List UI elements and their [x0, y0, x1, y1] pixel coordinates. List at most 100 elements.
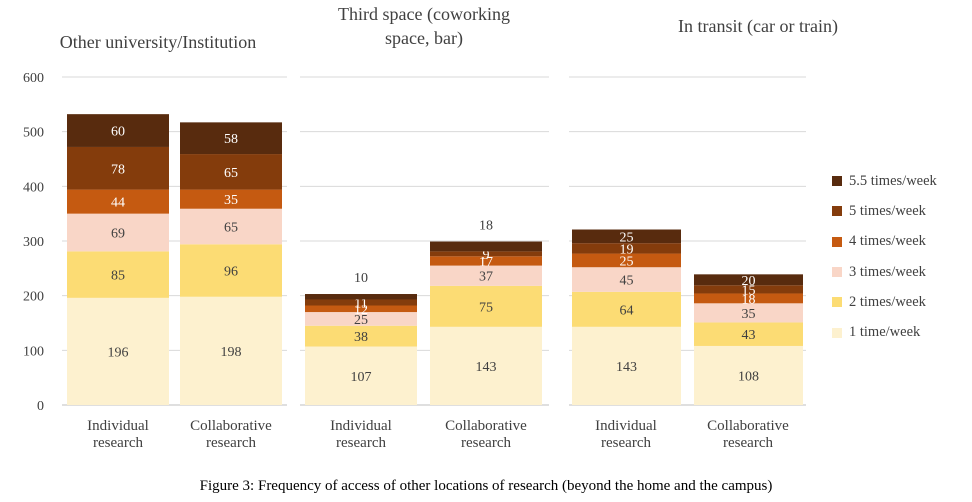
- bar-segment: [694, 293, 803, 304]
- bar-segment: [305, 299, 417, 306]
- y-tick-label: 600: [23, 71, 44, 86]
- legend-label: 4 times/week: [849, 233, 926, 250]
- data-label: 196: [108, 345, 129, 360]
- bar-segment: [572, 326, 681, 405]
- data-label: 143: [616, 360, 637, 375]
- data-label: 15: [742, 283, 756, 298]
- bar-segment: [694, 274, 803, 286]
- legend-item: 5 times/week: [832, 196, 937, 226]
- legend-swatch: [832, 236, 842, 247]
- y-tick-label: 400: [23, 180, 44, 195]
- data-label: 108: [738, 369, 759, 384]
- data-label: 64: [620, 303, 634, 318]
- data-label: 19: [620, 242, 634, 257]
- legend-item: 4 times/week: [832, 227, 937, 257]
- y-tick-label: 300: [23, 235, 44, 250]
- bar-segment: [180, 208, 282, 245]
- bar-segment: [67, 114, 169, 147]
- legend-item: 5.5 times/week: [832, 166, 937, 196]
- legend-swatch: [832, 206, 842, 217]
- data-label: 9: [483, 248, 490, 263]
- data-label: 18: [479, 219, 493, 234]
- data-label: 25: [354, 313, 368, 328]
- data-label: 75: [479, 300, 493, 315]
- category-label: research: [723, 435, 773, 451]
- category-label: research: [601, 435, 651, 451]
- data-label: 38: [354, 330, 368, 345]
- legend-label: 2 times/week: [849, 293, 926, 310]
- bar-segment: [180, 244, 282, 297]
- data-label: 58: [224, 132, 238, 147]
- data-label: 65: [224, 166, 238, 181]
- bar-segment: [430, 241, 542, 252]
- bar-segment: [180, 296, 282, 405]
- panel-title: In transit (car or train): [678, 16, 838, 37]
- y-tick-label: 100: [23, 344, 44, 359]
- stacked-bar-chart: 0 100 200 300 400 500 600 Other university/Inst…: [23, 4, 838, 451]
- panel-title: Other university/Institution: [60, 32, 256, 52]
- data-label: 78: [111, 162, 125, 177]
- legend-label: 5.5 times/week: [849, 172, 937, 189]
- data-label: 69: [111, 227, 125, 242]
- legend-label: 3 times/week: [849, 263, 926, 280]
- data-label: 10: [354, 271, 368, 286]
- data-label: 44: [111, 196, 125, 211]
- bar-segment: [430, 326, 542, 405]
- y-tick-label: 500: [23, 126, 44, 141]
- data-label: 35: [742, 307, 756, 322]
- bar-segment: [180, 154, 282, 190]
- category-label: Collaborative: [190, 418, 272, 434]
- bar-segment: [305, 325, 417, 347]
- data-label: 96: [224, 265, 238, 280]
- bar-segment: [430, 285, 542, 327]
- legend-swatch: [832, 176, 842, 187]
- bar-segment: [305, 305, 417, 313]
- bar-segment: [694, 285, 803, 294]
- data-label: 17: [479, 255, 493, 270]
- data-label: 18: [742, 292, 756, 307]
- bar-segment: [430, 251, 542, 257]
- category-label: research: [206, 435, 256, 451]
- category-label: Individual: [595, 418, 657, 434]
- bar-segment: [572, 267, 681, 292]
- bar-segment: [572, 229, 681, 244]
- bar-segment: [694, 345, 803, 405]
- data-label: 45: [620, 274, 634, 289]
- legend-label: 1 time/week: [849, 324, 921, 341]
- legend-swatch: [832, 267, 842, 278]
- data-label: 20: [742, 274, 756, 289]
- legend-item: 1 time/week: [832, 317, 937, 347]
- data-label: 12: [354, 303, 368, 318]
- category-label: Collaborative: [707, 418, 789, 434]
- category-label: research: [336, 435, 386, 451]
- data-label: 107: [351, 370, 372, 385]
- legend-swatch: [832, 297, 842, 308]
- data-label: 43: [742, 328, 756, 343]
- bar-segment: [572, 291, 681, 327]
- y-tick-label: 0: [37, 399, 44, 414]
- legend-item: 2 times/week: [832, 287, 937, 317]
- panel-title: Third space (coworking: [338, 4, 510, 25]
- legend-item: 3 times/week: [832, 257, 937, 287]
- data-label: 60: [111, 125, 125, 140]
- bar-segment: [67, 146, 169, 190]
- legend-label: 5 times/week: [849, 202, 926, 219]
- bar-segment: [694, 322, 803, 346]
- bar-segment: [67, 213, 169, 252]
- y-tick-label: 200: [23, 290, 44, 305]
- data-label: 143: [476, 360, 497, 375]
- category-label: Individual: [87, 418, 149, 434]
- bar-segment: [430, 256, 542, 266]
- bar-segment: [180, 189, 282, 209]
- bar-segment: [572, 243, 681, 254]
- data-label: 85: [111, 269, 125, 284]
- chart-legend: 5.5 times/week 5 times/week 4 times/week 3 …: [832, 166, 937, 348]
- bar-segment: [67, 297, 169, 405]
- panel-title: space, bar): [385, 28, 463, 49]
- bar-segment: [572, 253, 681, 268]
- bar-segment: [694, 303, 803, 323]
- category-label: research: [461, 435, 511, 451]
- category-label: Collaborative: [445, 418, 527, 434]
- bar-segment: [67, 251, 169, 298]
- bar-segment: [305, 346, 417, 405]
